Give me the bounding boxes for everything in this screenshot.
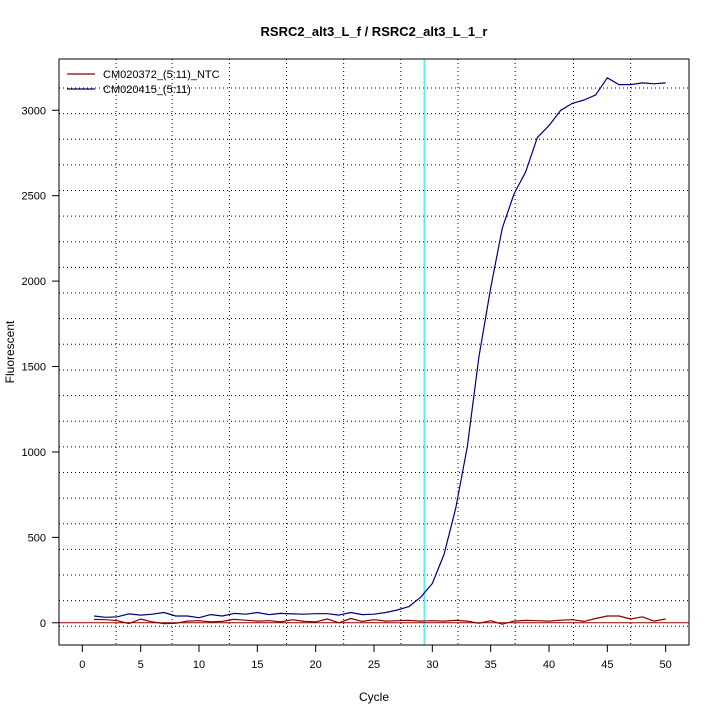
x-axis-label: Cycle — [359, 690, 389, 704]
x-tick-label: 20 — [310, 659, 322, 671]
x-tick-label: 30 — [426, 659, 438, 671]
x-tick-label: 10 — [193, 659, 205, 671]
x-tick-label: 15 — [251, 659, 263, 671]
series-line-1 — [93, 615, 666, 625]
y-tick-label: 2500 — [22, 191, 46, 203]
chart-title: RSRC2_alt3_L_f / RSRC2_alt3_L_1_r — [261, 24, 488, 39]
legend-entry-1: CM020372_(5:11)_NTC — [103, 69, 220, 81]
x-tick-label: 45 — [601, 659, 613, 671]
y-tick-label: 1500 — [22, 362, 46, 374]
x-tick-label: 25 — [368, 659, 380, 671]
y-axis-label: Fluorescent — [3, 320, 17, 383]
legend-entry-2: CM020415_(5:11) — [103, 84, 191, 96]
x-tick-label: 50 — [660, 659, 672, 671]
y-tick-label: 0 — [40, 618, 46, 630]
grid-lines — [59, 59, 689, 645]
y-tick-label: 500 — [28, 532, 46, 544]
series-line-2 — [93, 77, 666, 619]
series-lines — [93, 77, 666, 625]
x-tick-label: 5 — [138, 659, 144, 671]
y-tick-label: 1000 — [22, 447, 46, 459]
legend: CM020372_(5:11)_NTC CM020415_(5:11) — [67, 69, 220, 96]
y-tick-label: 3000 — [22, 105, 46, 117]
plot-frame — [58, 58, 690, 646]
x-tick-label: 35 — [485, 659, 497, 671]
y-tick-label: 2000 — [22, 276, 46, 288]
y-axis: 0 500 1000 1500 2000 2500 3000 — [22, 105, 59, 630]
x-tick-label: 0 — [79, 659, 85, 671]
x-axis: 0 5 10 15 20 25 30 35 40 45 50 — [79, 645, 672, 671]
x-tick-label: 40 — [543, 659, 555, 671]
